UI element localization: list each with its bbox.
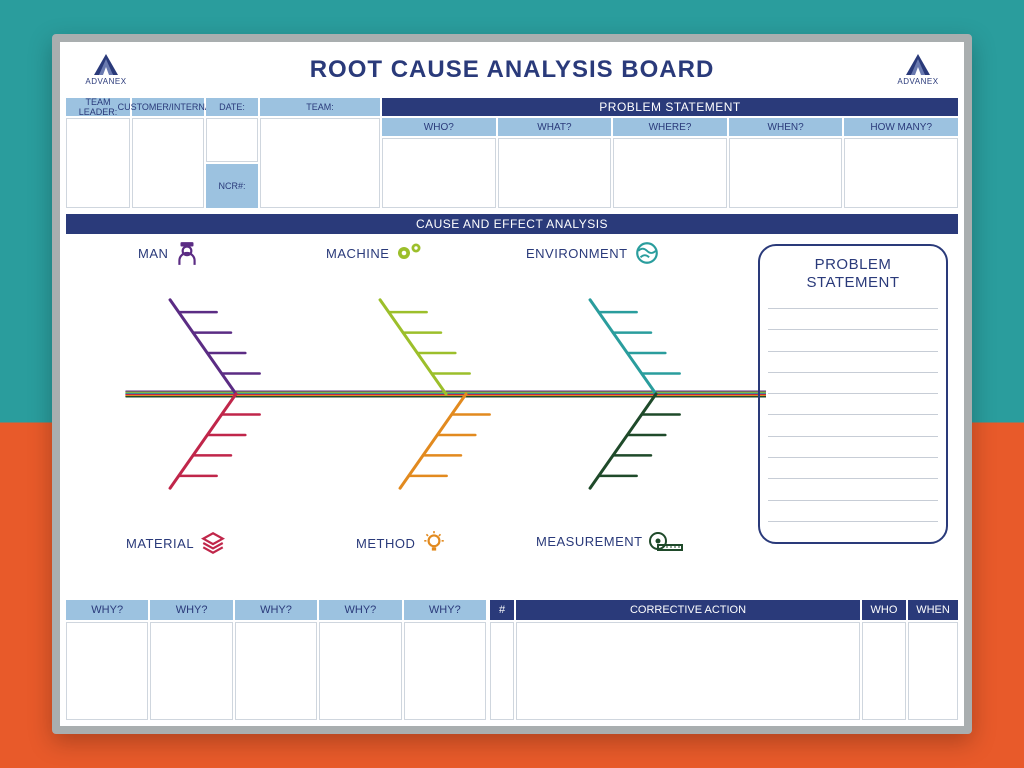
man-icon (174, 240, 200, 266)
problem-statement-cols: WHO? WHAT? WHERE? WHEN? HOW MANY? (382, 118, 958, 208)
ps-cell[interactable] (844, 138, 958, 208)
cell-customer-internal[interactable] (132, 118, 204, 208)
why-hdr: WHY? (404, 600, 486, 620)
hdr-customer-internal: CUSTOMER/INTERNAL: (132, 98, 204, 116)
why-hdr: WHY? (235, 600, 317, 620)
corr-cell[interactable] (516, 622, 860, 720)
why-cell[interactable] (235, 622, 317, 720)
ps-col-howmany: HOW MANY? (844, 118, 958, 136)
info-row: TEAM LEADER: CUSTOMER/INTERNAL: DATE: TE… (66, 98, 958, 208)
brand-text: ADVANEX (85, 77, 126, 86)
corr-hash: # (490, 600, 514, 620)
corr-cell[interactable] (490, 622, 514, 720)
bulb-icon (421, 530, 447, 556)
cat-label: METHOD (356, 536, 415, 551)
five-whys: WHY? WHY? WHY? WHY? WHY? (66, 600, 486, 720)
why-cell[interactable] (319, 622, 401, 720)
fishbone-diagram (66, 234, 766, 554)
hdr-date: DATE: (206, 98, 258, 116)
ps-box-lines (768, 298, 938, 532)
ps-col-what: WHAT? (498, 118, 612, 136)
problem-statement-wrap: PROBLEM STATEMENT WHO? WHAT? WHERE? WHEN… (382, 98, 958, 208)
cell-team-leader[interactable] (66, 118, 130, 208)
cell-date[interactable] (206, 118, 258, 162)
cat-label: MATERIAL (126, 536, 194, 551)
cat-label: MAN (138, 246, 168, 261)
bottom-row: WHY? WHY? WHY? WHY? WHY? # CORRECTIVE AC… (66, 600, 958, 720)
why-hdr: WHY? (66, 600, 148, 620)
cat-label: MEASUREMENT (536, 534, 643, 549)
problem-statement-bar: PROBLEM STATEMENT (382, 98, 958, 116)
brand-logo-left: ADVANEX (66, 54, 146, 86)
corr-who: WHO (862, 600, 906, 620)
cat-environment: ENVIRONMENT (526, 240, 660, 266)
brand-text: ADVANEX (897, 77, 938, 86)
ps-cell[interactable] (498, 138, 612, 208)
cat-machine: MACHINE (326, 240, 425, 266)
globe-icon (634, 240, 660, 266)
why-cell[interactable] (150, 622, 232, 720)
brand-logo-right: ADVANEX (878, 54, 958, 86)
ps-cell[interactable] (382, 138, 496, 208)
logo-icon (93, 54, 119, 76)
why-cell[interactable] (66, 622, 148, 720)
ps-col-when: WHEN? (729, 118, 843, 136)
cat-method: METHOD (356, 530, 447, 556)
cause-effect-bar: CAUSE AND EFFECT ANALYSIS (66, 214, 958, 234)
why-hdr: WHY? (150, 600, 232, 620)
ps-cell[interactable] (729, 138, 843, 208)
hdr-team: TEAM: (260, 98, 380, 116)
ps-col-where: WHERE? (613, 118, 727, 136)
gears-icon (395, 240, 425, 266)
corr-label: CORRECTIVE ACTION (516, 600, 860, 620)
ps-cell[interactable] (613, 138, 727, 208)
corr-cell[interactable] (862, 622, 906, 720)
board-header: ADVANEX ROOT CAUSE ANALYSIS BOARD ADVANE… (66, 46, 958, 94)
cat-material: MATERIAL (126, 530, 226, 556)
info-left-grid: TEAM LEADER: CUSTOMER/INTERNAL: DATE: TE… (66, 98, 378, 208)
cat-man: MAN (138, 240, 200, 266)
corrective-action: # CORRECTIVE ACTION WHO WHEN (490, 600, 958, 720)
cell-team[interactable] (260, 118, 380, 208)
hdr-ncr: NCR#: (206, 164, 258, 208)
rca-board: ADVANEX ROOT CAUSE ANALYSIS BOARD ADVANE… (52, 34, 972, 734)
ps-box-title: PROBLEM STATEMENT (768, 256, 938, 292)
why-hdr: WHY? (319, 600, 401, 620)
cause-effect-section: CAUSE AND EFFECT ANALYSIS MAN MACHINE (66, 214, 958, 594)
corr-when: WHEN (908, 600, 958, 620)
corr-cell[interactable] (908, 622, 958, 720)
layers-icon (200, 530, 226, 556)
logo-icon (905, 54, 931, 76)
board-title: ROOT CAUSE ANALYSIS BOARD (146, 56, 878, 84)
why-cell[interactable] (404, 622, 486, 720)
tape-icon (649, 530, 683, 552)
cause-effect-body: MAN MACHINE ENVIRONMENT (66, 234, 958, 594)
problem-statement-box[interactable]: PROBLEM STATEMENT (758, 244, 948, 544)
cat-measurement: MEASUREMENT (536, 530, 683, 552)
cat-label: MACHINE (326, 246, 389, 261)
cat-label: ENVIRONMENT (526, 246, 628, 261)
ps-col-who: WHO? (382, 118, 496, 136)
